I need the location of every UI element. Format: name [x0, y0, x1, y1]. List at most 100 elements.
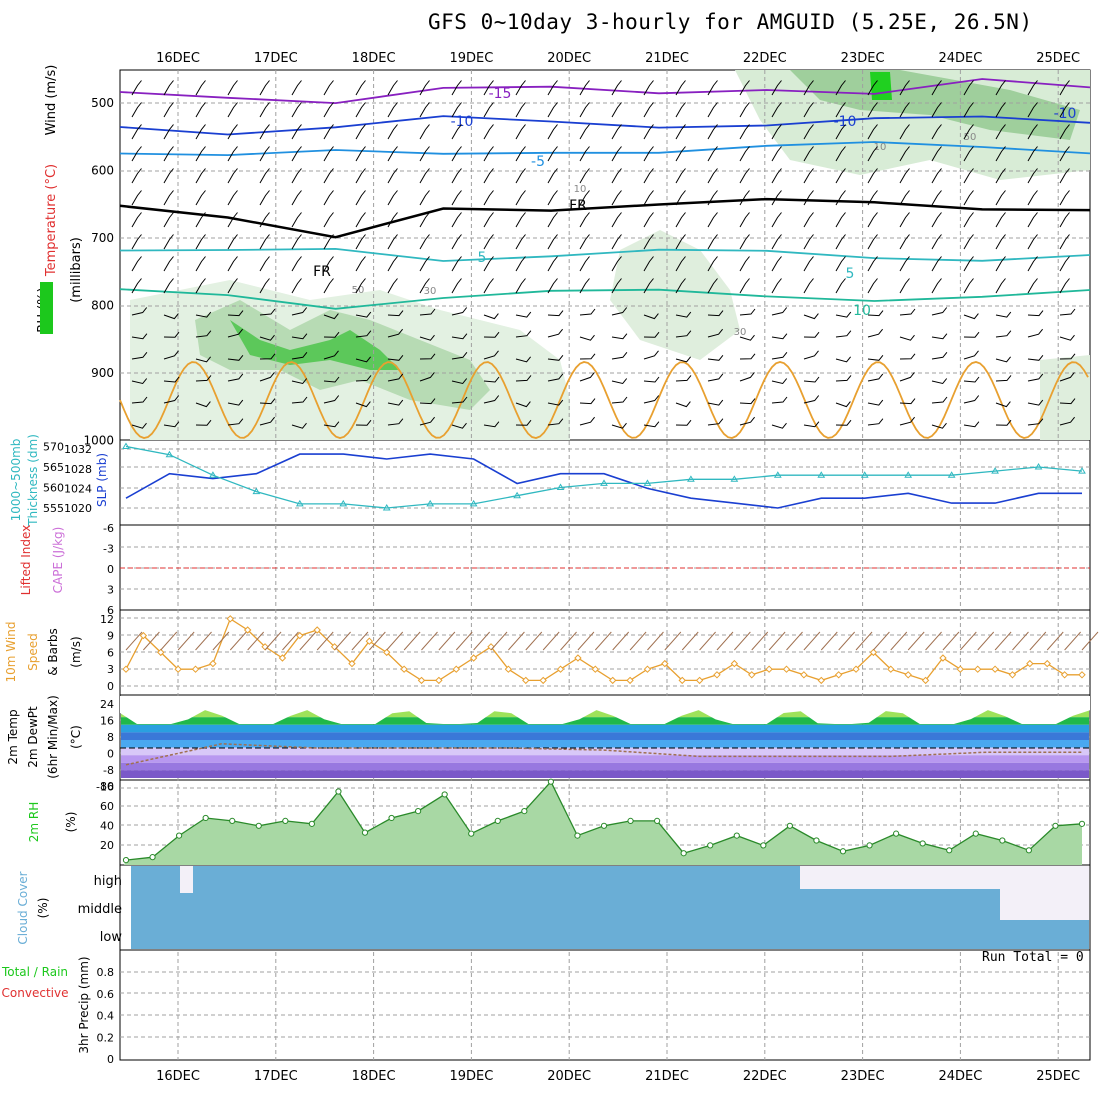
wind-barb-346 [643, 331, 660, 338]
wind-barb-86 [963, 124, 974, 140]
pressure-tick-3: 800 [91, 299, 114, 313]
wind-barb-242 [195, 256, 206, 272]
thickness-point-10 [556, 483, 565, 490]
date-label-top-3: 19DEC [449, 51, 493, 66]
wind-barb-122 [195, 168, 206, 184]
wind-barb-64 [259, 124, 270, 140]
cloud-gap-2 [1000, 889, 1089, 920]
thickness-point-15 [773, 471, 782, 478]
wind-barb-210 [131, 234, 142, 250]
wind-barb-120 [131, 168, 142, 184]
wind-barb-185 [291, 212, 302, 228]
wind-barb-152 [195, 190, 206, 206]
wind-barb-207 [995, 212, 1006, 228]
wind-barb-277 [355, 278, 366, 294]
wind-barb-192 [515, 212, 526, 228]
contour-label-0: -15 [489, 86, 512, 102]
wind-speed-point-30 [643, 665, 652, 673]
date-label-bottom-8: 24DEC [938, 1069, 982, 1084]
wind-barb-193 [547, 212, 558, 228]
rh-shade-right [1040, 355, 1090, 440]
wind-barb-67 [355, 124, 366, 140]
wind-barb-10m-3 [177, 631, 195, 651]
wind-barb-180 [131, 212, 142, 228]
wind-barb-145 [931, 168, 942, 184]
wind-barb-111 [803, 146, 814, 162]
rh2m-point-19 [627, 817, 634, 825]
wind-barb-439 [739, 398, 756, 405]
temp-contour-low-orange [119, 361, 1089, 439]
pressure-tick-1: 600 [91, 164, 114, 178]
wind-barb-156 [323, 190, 334, 206]
wind-barb-56 [963, 102, 974, 118]
wind-barb-231 [803, 234, 814, 250]
wind-barb-10m-55 [1081, 631, 1099, 651]
rh2m-point-10 [388, 814, 395, 822]
wind-barb-224 [579, 234, 590, 250]
rh2m-point-16 [547, 778, 554, 785]
wind-barb-297 [995, 278, 1006, 294]
wind-barb-296 [963, 278, 974, 294]
wind-barb-103 [547, 146, 558, 162]
contour-label-4: FR [569, 198, 587, 214]
wind-speed-point-52 [1026, 659, 1034, 668]
wind-barb-10m-15 [386, 631, 404, 651]
wind-barb-198 [707, 212, 718, 228]
thickness-point-17 [860, 471, 869, 478]
wind-barb-369 [419, 353, 436, 360]
wind-barb-286 [643, 278, 654, 294]
wind-barb-211 [163, 234, 174, 250]
wind-barb-45 [611, 102, 622, 118]
wind-barb-177 [995, 190, 1006, 206]
wind-barb-332 [195, 330, 212, 338]
wind-barb-250 [451, 256, 462, 272]
wind-barb-402 [515, 375, 532, 382]
wind-speed-point-43 [869, 648, 878, 657]
precip-tick-1: 0.6 [97, 988, 115, 1001]
wind-barb-10m-51 [1012, 631, 1029, 651]
thickness-point-6 [382, 504, 391, 511]
wind-barb-123 [227, 168, 238, 184]
wind-barb-153 [227, 190, 238, 206]
wind-barb-83 [867, 124, 878, 140]
wind-barb-429 [419, 398, 436, 405]
rh2m-point-17 [574, 832, 581, 839]
date-label-top-7: 23DEC [841, 51, 885, 66]
wind-barb-378 [707, 354, 724, 361]
wind-barb-37 [355, 102, 366, 118]
wind-barb-476 [963, 421, 980, 428]
date-label-top-6: 22DEC [743, 51, 787, 66]
wind-speed-point-34 [713, 671, 721, 679]
wind-barb-434 [579, 398, 596, 405]
wind-barb-165 [611, 190, 622, 206]
wind-barb-397 [355, 375, 372, 382]
wind-barb-233 [867, 234, 878, 250]
contour-label-2: -10 [834, 114, 857, 130]
wind-barb-99 [419, 146, 430, 162]
wind-barb-39 [419, 102, 430, 118]
slp-tick-1: 1024 [64, 482, 92, 495]
wind-barb-285 [611, 278, 622, 294]
wind-speed-point-23 [522, 676, 530, 685]
wind-barb-135 [611, 168, 622, 184]
wind-barb-7 [355, 80, 366, 96]
wind-barb-280 [451, 278, 462, 294]
wind-barb-431 [483, 395, 500, 404]
cloud-level-high: high [94, 874, 122, 889]
pressure-tick-4: 900 [91, 366, 114, 380]
wind-barb-10m-45 [907, 631, 925, 651]
wind-speed-point-0 [122, 665, 130, 673]
wind-barb-116 [963, 146, 974, 162]
wind-barb-323 [867, 310, 884, 317]
wind-barb-206 [963, 212, 974, 228]
wind-barb-241 [163, 256, 174, 272]
wind-barb-298 [1027, 278, 1038, 294]
wind10m-label-d: (m/s) [69, 636, 83, 667]
wind-barb-126 [323, 168, 334, 184]
rh2m-point-8 [335, 788, 342, 795]
wind-barb-141 [803, 168, 814, 184]
stability-tick-4: 6 [107, 604, 114, 617]
pressure-tick-0: 500 [91, 96, 114, 110]
temp-band-9 [121, 770, 1089, 778]
wind-barb-479 [1059, 416, 1075, 426]
